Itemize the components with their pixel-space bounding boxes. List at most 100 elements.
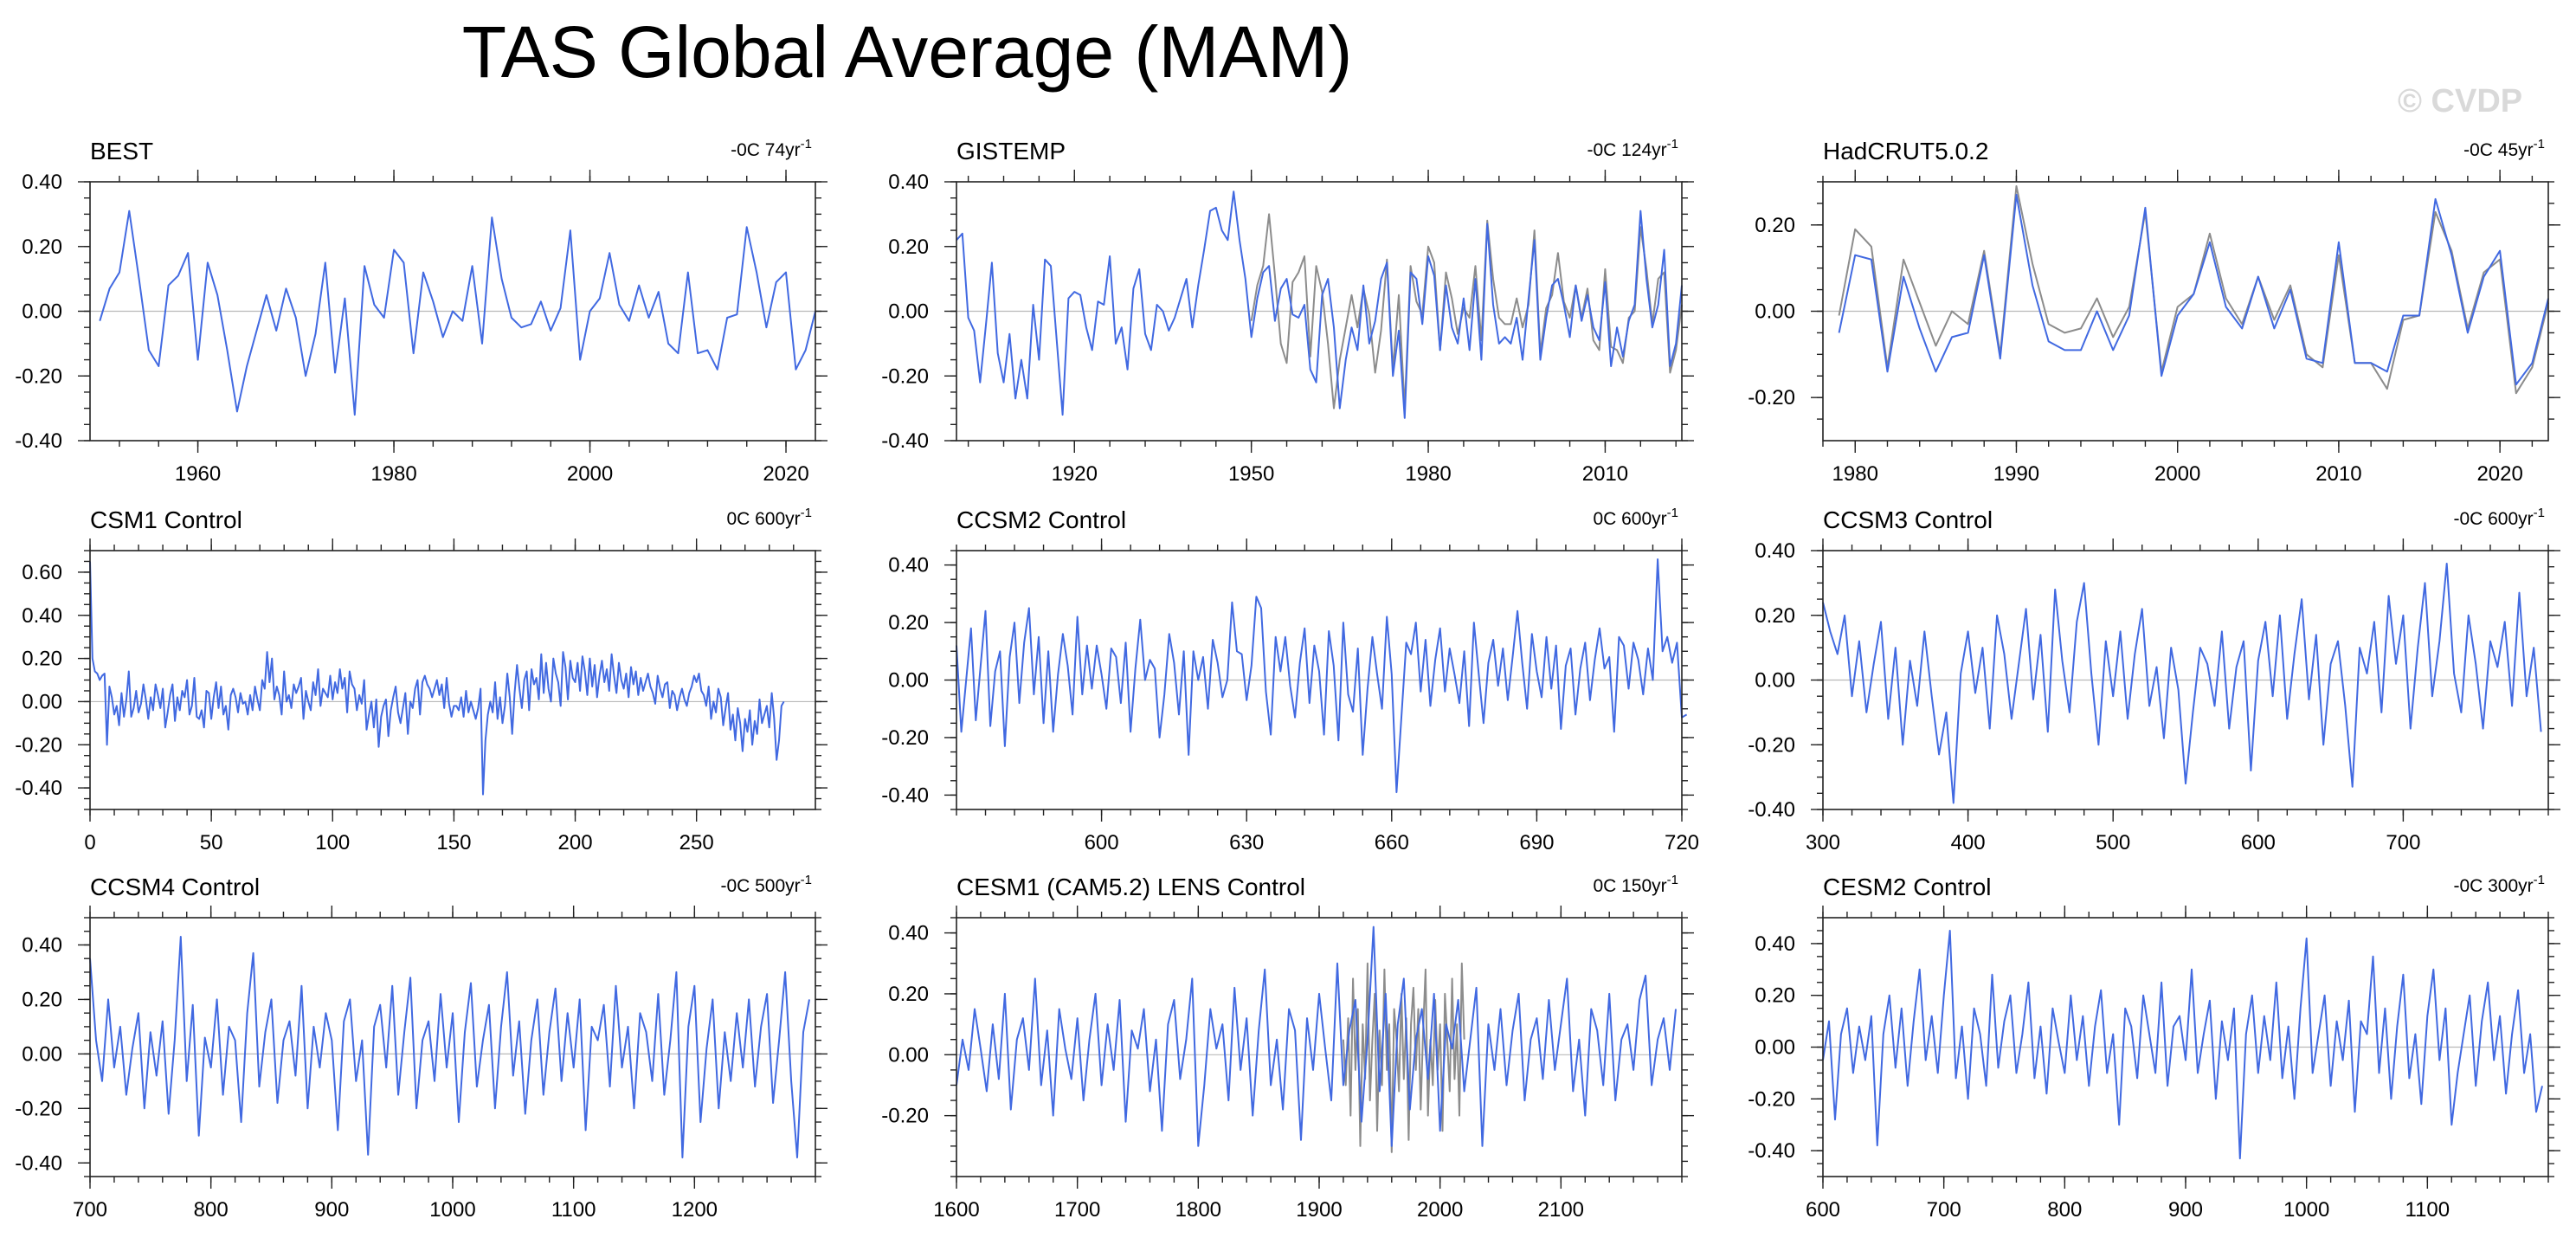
model-series-line	[1838, 193, 2549, 386]
y-tick-label: -0.40	[15, 429, 62, 453]
panel-gistemp: 1920 1950 1980 2010 -0.40 -0.20 0.00 0.20 0.40 GI…	[881, 137, 1694, 486]
x-tick-label: 2020	[2476, 462, 2522, 486]
model-series-line	[89, 561, 785, 796]
x-tick-label: 1200	[672, 1198, 718, 1222]
x-tick-label: 100	[315, 831, 350, 854]
x-tick-label: 700	[73, 1198, 107, 1222]
x-tick-label: 200	[558, 831, 593, 854]
panel-trend: -0C 500yr-1	[720, 873, 812, 896]
y-tick-label: -0.20	[1748, 733, 1795, 757]
panel-title: CCSM3 Control	[1823, 506, 1993, 533]
x-tick-label: 1900	[1296, 1198, 1342, 1222]
x-tick-label: 250	[679, 831, 714, 854]
x-tick-label: 1920	[1052, 462, 1098, 486]
x-tick-label: 1700	[1054, 1198, 1100, 1222]
x-tick-label: 600	[2241, 831, 2276, 854]
model-series-line	[956, 558, 1688, 794]
y-tick-label: 0.00	[22, 300, 62, 324]
x-tick-label: 690	[1519, 831, 1554, 854]
panel-trend: -0C 300yr-1	[2453, 873, 2545, 896]
x-tick-label: 2000	[2154, 462, 2200, 486]
y-tick-label: 0.40	[888, 922, 929, 945]
panel-trend: -0C 45yr-1	[2463, 137, 2545, 160]
y-tick-label: -0.40	[1748, 1139, 1795, 1163]
y-tick-label: -0.20	[1748, 1087, 1795, 1111]
x-tick-label: 1100	[2405, 1198, 2450, 1222]
y-tick-label: 0.00	[1755, 669, 1795, 693]
x-tick-label: 2010	[2315, 462, 2361, 486]
page-title: TAS Global Average (MAM)	[461, 11, 1353, 93]
x-tick-label: 1800	[1175, 1198, 1221, 1222]
trend-exponent: -1	[801, 873, 812, 887]
y-tick-label: -0.20	[15, 1097, 62, 1120]
y-tick-label: 0.00	[888, 1043, 929, 1067]
trend-exponent: -1	[2534, 506, 2545, 520]
trend-exponent: -1	[1667, 873, 1678, 887]
x-tick-label: 400	[1951, 831, 1986, 854]
trend-exponent: -1	[2534, 137, 2545, 152]
x-tick-label: 1000	[2283, 1198, 2329, 1222]
x-tick-label: 630	[1229, 831, 1264, 854]
y-tick-label: 0.40	[888, 171, 929, 194]
y-tick-label: -0.40	[881, 429, 929, 453]
y-tick-label: 0.20	[1755, 604, 1795, 628]
x-tick-label: 300	[1806, 831, 1840, 854]
y-tick-label: -0.20	[1748, 386, 1795, 409]
x-tick-label: 1980	[1832, 462, 1878, 486]
panel-hadcrut5-0-2: 1980 1990 2000 2010 2020 -0.20 0.00 0.20 HadCRUT…	[1748, 137, 2560, 486]
panel-csm1-control: 0 50 100 150 200 250 -0.40 -0.20 0.00 0.20 0.40 0.6…	[15, 506, 828, 854]
model-series-line	[956, 925, 1677, 1147]
x-tick-label: 1990	[1993, 462, 2039, 486]
x-tick-label: 2010	[1582, 462, 1628, 486]
x-tick-label: 900	[314, 1198, 349, 1222]
y-tick-label: -0.20	[881, 726, 929, 750]
x-tick-label: 2020	[763, 462, 808, 486]
x-tick-label: 2000	[1417, 1198, 1463, 1222]
trend-exponent: -1	[1667, 506, 1678, 520]
trend-exponent: -1	[801, 506, 812, 520]
x-tick-label: 800	[2047, 1198, 2082, 1222]
y-tick-label: 0.40	[22, 604, 62, 628]
model-series-line	[89, 936, 810, 1158]
y-tick-label: 0.20	[22, 648, 62, 671]
y-tick-label: -0.40	[1748, 798, 1795, 822]
y-tick-label: 0.00	[888, 669, 929, 693]
y-tick-label: 0.00	[22, 690, 62, 713]
x-tick-label: 1980	[1405, 462, 1451, 486]
x-tick-label: 1000	[429, 1198, 475, 1222]
x-tick-label: 500	[2096, 831, 2130, 854]
y-tick-label: 0.00	[22, 1042, 62, 1066]
panel-title: CESM2 Control	[1823, 874, 1992, 900]
panel-ccsm2-control: 600 630 660 690 720 -0.40 -0.20 0.00 0.20 0.40 CCS…	[881, 506, 1699, 854]
y-tick-label: 0.40	[22, 933, 62, 957]
y-tick-label: 0.00	[888, 300, 929, 324]
panel-trend: -0C 124yr-1	[1587, 137, 1678, 160]
panel-trend: 0C 150yr-1	[1593, 873, 1678, 896]
x-tick-label: 1950	[1228, 462, 1274, 486]
x-tick-label: 1960	[175, 462, 221, 486]
panel-cesm1-cam5-2-lens-control: 1600 1700 1800 1900 2000 2100 -0.20 0.00 0.20 0.4…	[881, 873, 1694, 1222]
y-tick-label: 0.20	[1755, 214, 1795, 237]
x-tick-label: 1100	[551, 1198, 596, 1222]
y-tick-label: 0.40	[1755, 539, 1795, 563]
y-tick-label: 0.20	[22, 988, 62, 1011]
panel-ccsm4-control: 700 800 900 1000 1100 1200 -0.40 -0.20 0.00 0.20 0…	[15, 873, 828, 1222]
x-tick-label: 800	[194, 1198, 229, 1222]
panel-title: CSM1 Control	[90, 506, 242, 533]
panel-title: CESM1 (CAM5.2) LENS Control	[956, 874, 1305, 900]
y-tick-label: -0.20	[881, 364, 929, 388]
x-tick-label: 2000	[567, 462, 613, 486]
panel-title: HadCRUT5.0.2	[1823, 138, 1988, 164]
panel-trend: -0C 74yr-1	[731, 137, 812, 160]
y-tick-label: -0.40	[881, 783, 929, 807]
obs-series-line	[1342, 962, 1465, 1153]
trend-exponent: -1	[1667, 137, 1678, 152]
x-tick-label: 150	[436, 831, 471, 854]
trend-exponent: -1	[801, 137, 812, 152]
y-tick-label: -0.20	[881, 1105, 929, 1128]
cvdp-watermark: © CVDP	[2398, 83, 2523, 119]
obs-series-line	[1250, 213, 1683, 409]
obs-series-line	[1838, 185, 2549, 395]
panel-title: CCSM2 Control	[956, 506, 1126, 533]
